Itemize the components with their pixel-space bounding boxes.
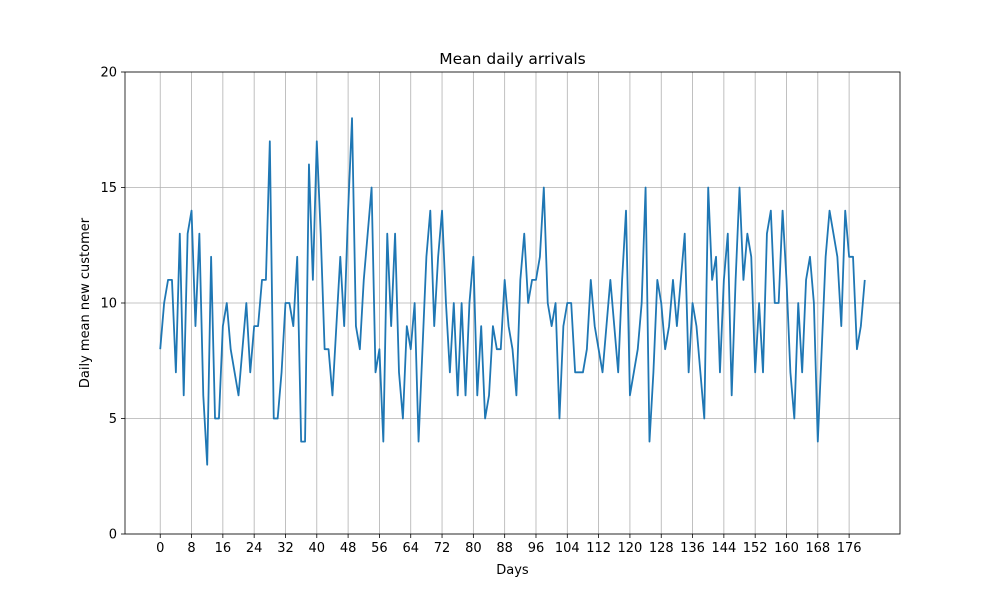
x-tick-label: 88 bbox=[496, 541, 513, 556]
x-tick-label: 136 bbox=[680, 541, 705, 556]
x-tick-label: 72 bbox=[434, 541, 451, 556]
y-tick-label: 0 bbox=[109, 528, 117, 543]
x-tick-label: 32 bbox=[277, 541, 294, 556]
series-layer bbox=[159, 117, 866, 466]
y-axis-label: Daily mean new customer bbox=[78, 217, 93, 388]
x-tick-label: 128 bbox=[649, 541, 674, 556]
x-tick-label: 96 bbox=[528, 541, 545, 556]
x-tick-label: 144 bbox=[711, 541, 736, 556]
x-tick-label: 40 bbox=[309, 541, 326, 556]
x-tick-label: 16 bbox=[215, 541, 232, 556]
x-axis-label: Days bbox=[496, 563, 529, 578]
x-tick-label: 8 bbox=[187, 541, 195, 556]
y-tick-label: 15 bbox=[100, 181, 117, 196]
x-tick-label: 80 bbox=[465, 541, 482, 556]
y-tick-label: 10 bbox=[100, 297, 117, 312]
x-tick-label: 56 bbox=[371, 541, 388, 556]
y-tick-label: 5 bbox=[109, 412, 117, 427]
x-tick-label: 160 bbox=[774, 541, 799, 556]
x-tick-label: 64 bbox=[402, 541, 419, 556]
y-tick-label: 20 bbox=[100, 66, 117, 81]
x-tick-label: 152 bbox=[743, 541, 768, 556]
x-tick-label: 48 bbox=[340, 541, 357, 556]
grid-lines bbox=[125, 71, 900, 535]
x-tick-label: 112 bbox=[586, 541, 611, 556]
x-tick-label: 24 bbox=[246, 541, 263, 556]
x-tick-label: 0 bbox=[156, 541, 164, 556]
x-tick-label: 120 bbox=[618, 541, 643, 556]
x-tick-label: 104 bbox=[555, 541, 580, 556]
x-tick-label: 176 bbox=[837, 541, 862, 556]
x-tick-label: 168 bbox=[805, 541, 830, 556]
axis-ticks: 0 8 16 24 32 40 48 56 64 72 80 88 96 104 112 120 128 136 1… bbox=[100, 66, 861, 557]
chart-title: Mean daily arrivals bbox=[439, 50, 586, 68]
series-line bbox=[159, 117, 866, 466]
